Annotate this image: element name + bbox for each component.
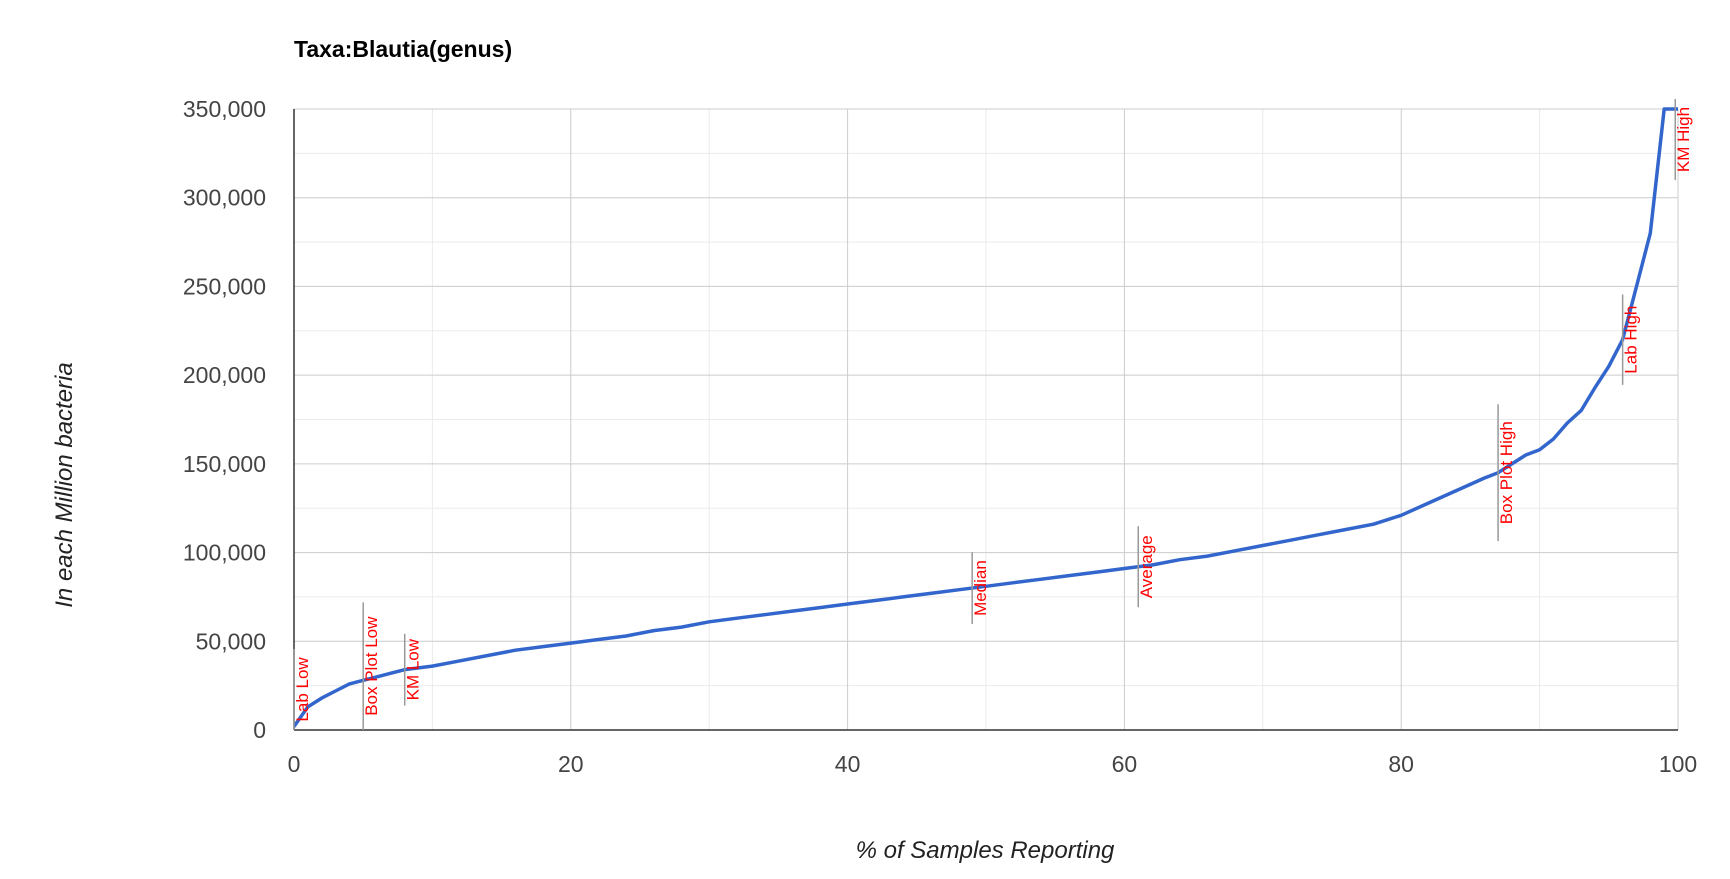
- annotation-label: Box Plot High: [1497, 421, 1516, 524]
- annotation-label: Average: [1137, 535, 1156, 598]
- annotation-label: Lab Low: [293, 657, 312, 722]
- x-tick-label: 40: [835, 751, 861, 777]
- x-tick-label: 0: [288, 751, 301, 777]
- y-tick-label: 250,000: [183, 273, 266, 299]
- axes: [293, 109, 1678, 731]
- y-tick-label: 100,000: [183, 540, 266, 566]
- annotations: Lab Low Box Plot Low KM Low Median Average Bo…: [293, 99, 1693, 730]
- y-tick-label: 0: [253, 717, 266, 743]
- y-tick-label: 350,000: [183, 96, 266, 122]
- y-axis-label: In each Million bacteria: [51, 362, 78, 607]
- x-tick-label: 60: [1112, 751, 1138, 777]
- tick-labels: 0 50,000 100,000 150,000 200,000 250,000 300,0…: [183, 96, 1697, 777]
- x-tick-label: 100: [1659, 751, 1697, 777]
- series-layer: [294, 107, 1678, 729]
- y-tick-label: 300,000: [183, 185, 266, 211]
- annotation-label: Median: [971, 560, 990, 616]
- x-tick-label: 20: [558, 751, 584, 777]
- annotation-label: Box Plot Low: [362, 616, 381, 716]
- y-tick-label: 200,000: [183, 362, 266, 388]
- y-tick-label: 150,000: [183, 451, 266, 477]
- annotation-label: KM High: [1674, 107, 1693, 172]
- chart-title: Taxa:Blautia(genus): [294, 36, 513, 62]
- gridlines: [294, 108, 1679, 730]
- annotation-label: Lab High: [1622, 306, 1641, 374]
- annotation-label: KM Low: [404, 638, 423, 700]
- series-line: [294, 107, 1678, 729]
- x-axis-label: % of Samples Reporting: [856, 837, 1115, 864]
- y-tick-label: 50,000: [196, 628, 266, 654]
- x-tick-label: 80: [1388, 751, 1414, 777]
